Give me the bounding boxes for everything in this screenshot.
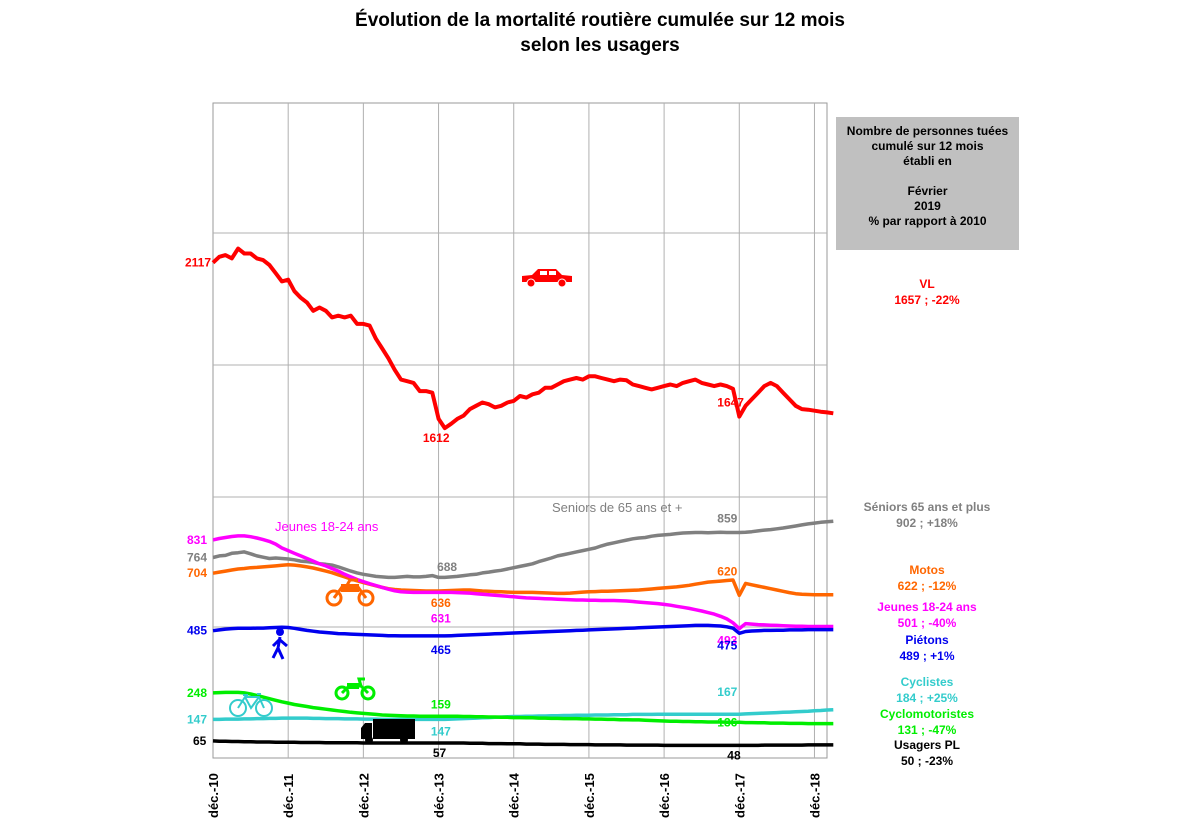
data-label-motos: 620: [717, 564, 737, 578]
legend-seniors: Séniors 65 ans et plus 902 ; +18%: [837, 499, 1017, 531]
data-label-motos: 636: [431, 596, 451, 610]
x-tick-label: déc.-18: [807, 773, 822, 818]
legend-name: Cyclistes: [900, 675, 954, 689]
data-label-cyclistes: 147: [187, 712, 207, 726]
data-label-motos: 704: [187, 566, 207, 580]
data-label-pl: 48: [727, 748, 741, 762]
info-line: 2019: [914, 199, 941, 213]
data-label-jeunes: 831: [187, 533, 207, 547]
car-icon: [522, 269, 572, 288]
chart-series-lines: [211, 246, 834, 748]
data-label-cyclo: 248: [187, 686, 207, 700]
data-label-pietons: 485: [187, 624, 207, 638]
x-tick-label: déc.-15: [582, 773, 597, 818]
legend-name: Motos: [909, 563, 945, 577]
legend-name: Usagers PL: [893, 738, 961, 752]
data-label-cyclistes: 167: [717, 685, 737, 699]
legend-motos: Motos 622 ; -12%: [837, 562, 1017, 594]
legend-name: Cyclomotoristes: [879, 707, 975, 721]
legend-jeunes: Jeunes 18-24 ans 501 ; -40%: [837, 599, 1017, 631]
legend-vl: VL 1657 ; -22%: [837, 276, 1017, 308]
info-line: Nombre de personnes tuées: [846, 124, 1009, 138]
legend-value: 902 ; +18%: [896, 516, 958, 530]
title-line-2: selon les usagers: [520, 35, 680, 56]
plot-border: [212, 102, 828, 759]
x-tick-label: déc.-11: [281, 774, 296, 818]
legend-value: 501 ; -40%: [897, 616, 957, 630]
data-label-pietons: 475: [717, 638, 737, 652]
info-line: [836, 169, 1019, 184]
legend-pietons: Piétons 489 ; +1%: [837, 632, 1017, 664]
data-label-seniors: 859: [717, 512, 737, 526]
data-label-seniors: 764: [187, 550, 207, 564]
data-label-seniors: 688: [437, 560, 457, 574]
x-tick-label: déc.-14: [507, 772, 522, 818]
chart-title: Évolution de la mortalité routière cumul…: [0, 8, 1200, 58]
series-line-motos: [212, 563, 834, 598]
legend-value: 622 ; -12%: [897, 579, 957, 593]
bicycle-icon: [229, 693, 273, 717]
legend-name: VL: [919, 277, 935, 291]
x-tick-label: déc.-10: [206, 773, 221, 818]
x-tick-label: déc.-12: [356, 773, 371, 818]
data-label-pl: 57: [433, 746, 447, 760]
legend-value: 184 ; +25%: [896, 691, 958, 705]
motorbike-icon: [325, 578, 375, 607]
legend-cyclistes: Cyclistes 184 ; +25%: [837, 674, 1017, 706]
x-tick-label: déc.-17: [732, 773, 747, 818]
data-label-jeunes: 493: [717, 634, 737, 648]
legend-value: 50 ; -23%: [900, 754, 954, 768]
truck-icon: [361, 719, 415, 744]
data-label-cyclo: 159: [431, 697, 451, 711]
info-line: établi en: [903, 154, 952, 168]
legend-value: 131 ; -47%: [897, 723, 957, 737]
title-line-1: Évolution de la mortalité routière cumul…: [355, 10, 845, 31]
legend-value: 489 ; +1%: [899, 649, 955, 663]
info-line: Février: [907, 184, 948, 198]
data-label-pl: 65: [193, 734, 207, 748]
data-label-cyclistes: 147: [431, 724, 451, 738]
info-box: Nombre de personnes tuées cumulé sur 12 …: [836, 117, 1019, 250]
x-axis-tick-labels: déc.-10 déc.-11 déc.-12 déc.-13 déc.-14 déc.-…: [206, 772, 822, 818]
series-line-vl: [211, 246, 834, 431]
legend-cyclo: Cyclomotoristes 131 ; -47%: [837, 706, 1017, 738]
pedestrian-icon: [271, 628, 288, 660]
x-tick-label: déc.-16: [657, 773, 672, 818]
data-label-vl: 2117: [185, 256, 211, 270]
info-line: % par rapport à 2010: [868, 214, 987, 228]
series-label-jeunes: Jeunes 18-24 ans: [275, 519, 379, 534]
chart-annotations: 2117161216477646888597046366208316314934…: [185, 256, 744, 763]
moped-icon: [334, 677, 376, 701]
legend-name: Séniors 65 ans et plus: [863, 500, 991, 514]
data-label-cyclo: 136: [717, 715, 737, 729]
data-label-jeunes: 631: [431, 611, 451, 625]
chart-grid: [212, 102, 828, 759]
info-line: cumulé sur 12 mois: [871, 139, 984, 153]
legend-value: 1657 ; -22%: [894, 293, 960, 307]
legend-name: Jeunes 18-24 ans: [877, 600, 977, 614]
x-tick-label: déc.-13: [432, 773, 447, 818]
series-line-jeunes: [212, 534, 834, 631]
series-line-pietons: [212, 623, 834, 638]
series-line-cyclo: [212, 690, 834, 726]
data-label-vl: 1647: [717, 396, 744, 410]
series-line-pl: [212, 739, 834, 748]
data-label-pietons: 465: [431, 643, 451, 657]
legend-name: Piétons: [905, 633, 949, 647]
legend-pl: Usagers PL 50 ; -23%: [837, 737, 1017, 769]
series-label-seniors: Seniors de 65 ans et +: [552, 500, 682, 515]
data-label-vl: 1612: [423, 431, 450, 445]
